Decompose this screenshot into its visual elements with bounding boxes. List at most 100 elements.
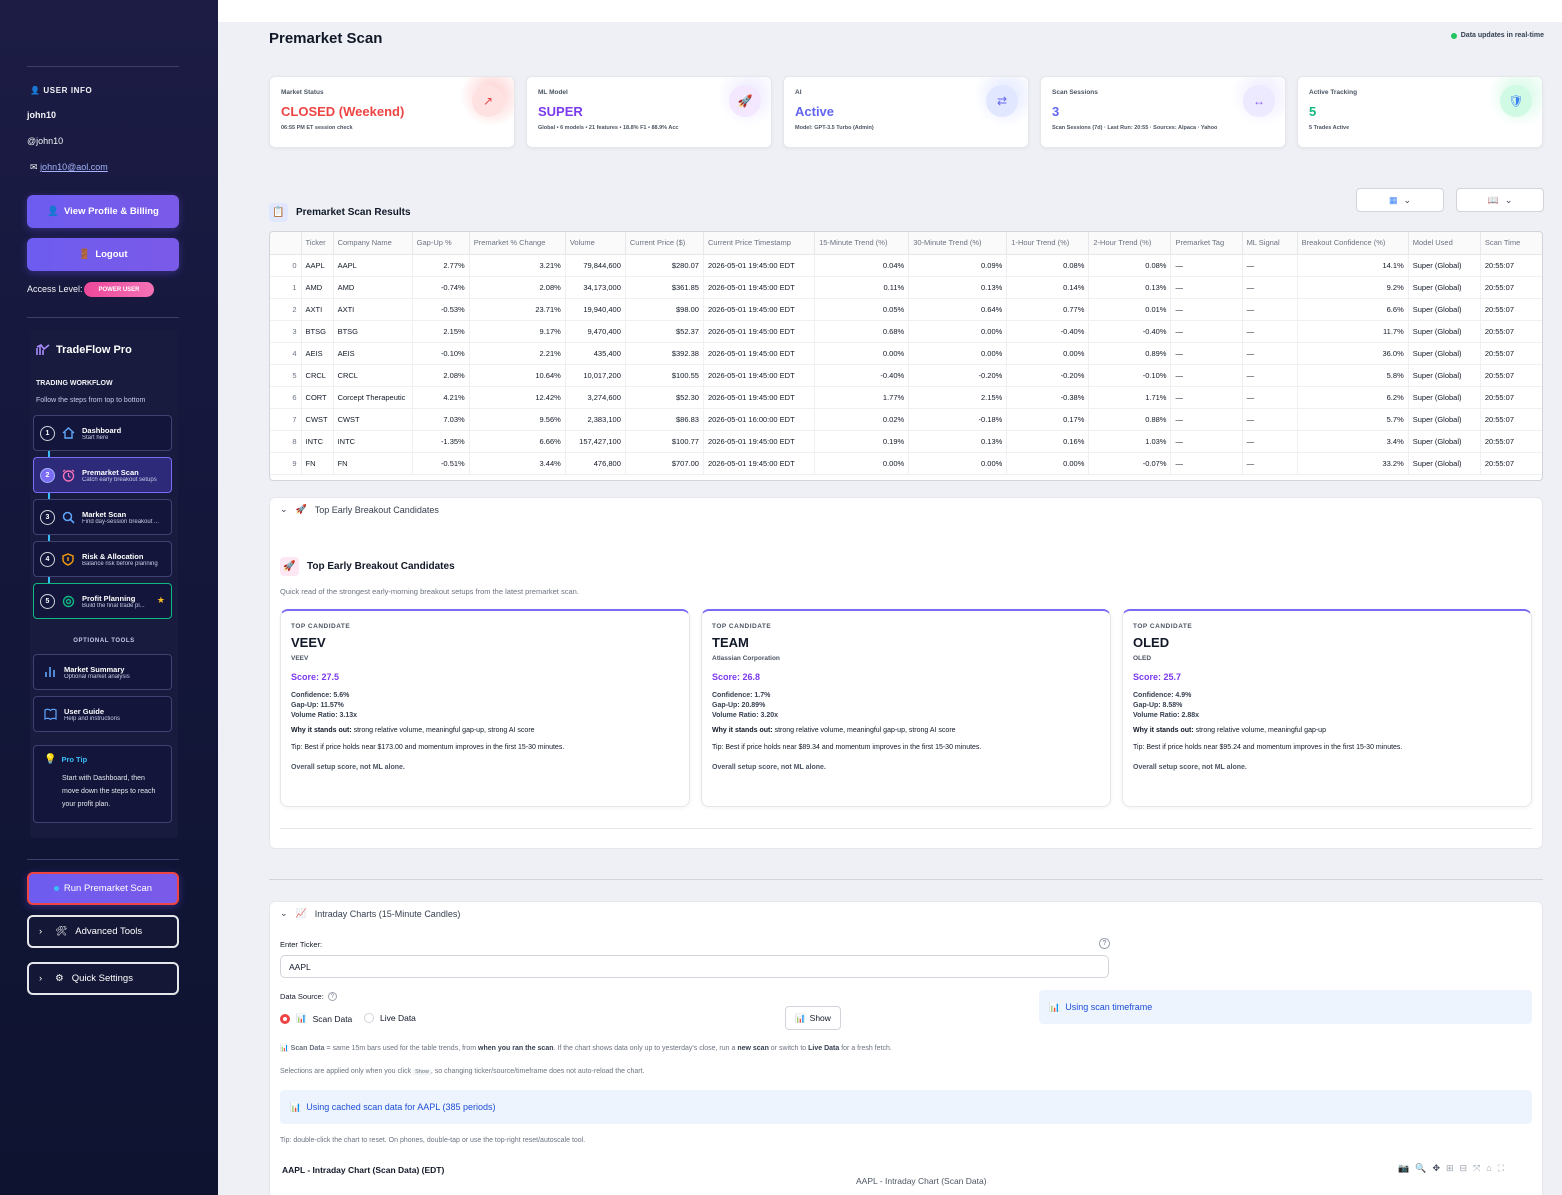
note-text: , so changing ticker/source/timeframe do… [430, 1068, 645, 1075]
table-cell: $52.30 [625, 386, 704, 409]
results-table[interactable]: Ticker Company Name Gap-Up % Premarket % Ch… [269, 231, 1543, 481]
table-cell: FN [333, 452, 413, 475]
column-header[interactable]: 1-Hour Trend (%) [1006, 232, 1090, 255]
candidates-subtitle: Quick read of the strongest early-mornin… [280, 587, 579, 596]
scan-data-note: 📊 Scan Data = same 15m bars used for the… [280, 1044, 892, 1052]
column-header[interactable]: Volume [565, 232, 626, 255]
results-heading: 📋 Premarket Scan Results [269, 203, 411, 222]
column-header[interactable] [270, 232, 302, 255]
logout-button[interactable]: 🚪 Logout [27, 238, 179, 271]
table-row[interactable]: 6 CORT Corcept Therapeutic 4.21% 12.42% 3,274… [270, 386, 1542, 409]
timeframe-info-text: Using scan timeframe [1065, 1002, 1153, 1012]
scan-data-radio[interactable]: 📊 Scan Data [280, 1013, 352, 1024]
zoom-out-icon[interactable]: ⊟ [1459, 1163, 1468, 1173]
candidates-expander-toggle[interactable]: ⌄ 🚀 Top Early Breakout Candidates [280, 504, 439, 515]
column-header[interactable]: Scan Time [1480, 232, 1542, 255]
table-row[interactable]: 5 CRCL CRCL 2.08% 10.64% 10,017,200 $100.55 202… [270, 364, 1542, 387]
candidate-name: VEEV [291, 655, 309, 662]
optional-market-summary[interactable]: Market Summary Optional market analysis [33, 654, 172, 690]
user-email-link[interactable]: john10@aol.com [40, 162, 108, 172]
step-label: Premarket Scan [82, 467, 139, 477]
step-premarket-scan[interactable]: 2 Premarket Scan Catch early breakout set… [33, 457, 172, 493]
zoom-in-icon[interactable]: ⊞ [1445, 1163, 1454, 1173]
help-icon[interactable]: ? [327, 992, 337, 1001]
table-cell: Super (Global) [1408, 254, 1481, 277]
table-row[interactable]: 0 AAPL AAPL 2.77% 3.21% 79,844,600 $280.07 2026… [270, 254, 1542, 277]
column-header[interactable]: Breakout Confidence (%) [1297, 232, 1409, 255]
note-text: Selections are applied only when you cli… [280, 1068, 414, 1075]
table-row[interactable]: 8 INTC INTC -1.35% 6.66% 157,427,100 $100.77 20… [270, 430, 1542, 453]
advanced-tools-label: Advanced Tools [75, 926, 143, 937]
column-header[interactable]: 2-Hour Trend (%) [1088, 232, 1172, 255]
table-cell: AXTI [301, 298, 334, 321]
table-cell: -0.74% [412, 276, 470, 299]
view-profile-button[interactable]: 👤 View Profile & Billing [27, 195, 179, 228]
column-header[interactable]: ML Signal [1242, 232, 1298, 255]
table-row[interactable]: 3 BTSG BTSG 2.15% 9.17% 9,470,400 $52.37 2026-0… [270, 320, 1542, 343]
table-cell: 20:55:07 [1480, 430, 1542, 453]
table-cell: $86.83 [625, 408, 704, 431]
step-profit-planning[interactable]: 5 Profit Planning Build the final trade p… [33, 583, 172, 619]
column-header[interactable]: Ticker [301, 232, 334, 255]
run-premarket-scan-button[interactable]: Run Premarket Scan [27, 872, 179, 905]
column-header[interactable]: Current Price Timestamp [703, 232, 816, 255]
candidate-score: Score: 26.8 [712, 672, 761, 682]
user-icon: 👤 [30, 86, 41, 95]
realtime-label: Data updates in real-time [1460, 32, 1544, 39]
ticker-input[interactable]: AAPL [280, 955, 1109, 978]
column-header[interactable]: Gap-Up % [412, 232, 470, 255]
optional-user-guide[interactable]: User Guide Help and instructions [33, 696, 172, 732]
home-icon[interactable]: ⌂ [1486, 1163, 1492, 1173]
step-risk-allocation[interactable]: 4 Risk & Allocation Balance risk before p… [33, 541, 172, 577]
column-header[interactable]: Premarket % Change [469, 232, 566, 255]
show-button-label: Show [809, 1013, 831, 1023]
advanced-tools-expander[interactable]: › 🛠 Advanced Tools [27, 915, 179, 948]
step-desc: Catch early breakout setups [82, 476, 157, 483]
column-header[interactable]: Company Name [333, 232, 413, 255]
live-data-radio[interactable]: Live Data [364, 1013, 416, 1023]
book-view-selector[interactable]: 📖 ⌄ [1456, 188, 1544, 212]
column-header[interactable]: Premarket Tag [1170, 232, 1243, 255]
table-row[interactable]: 2 AXTI AXTI -0.53% 23.71% 19,940,400 $98.00 202… [270, 298, 1542, 321]
fullscreen-icon[interactable]: ⛶ [1497, 1163, 1505, 1173]
candidate-gap: Gap-Up: 20.89% [712, 702, 766, 709]
chevron-down-icon: ⌄ [280, 504, 288, 514]
table-cell: 2026-05-01 19:45:00 EDT [703, 342, 816, 365]
zoom-icon[interactable]: 🔍 [1415, 1163, 1427, 1173]
grid-view-selector[interactable]: ▦ ⌄ [1356, 188, 1444, 212]
camera-icon[interactable]: 📷 [1398, 1163, 1410, 1173]
note-bold: when you ran the scan [478, 1045, 554, 1052]
bar-chart-icon [42, 664, 58, 680]
column-header[interactable]: Model Used [1408, 232, 1481, 255]
candidate-tag: TOP CANDIDATE [1133, 623, 1193, 630]
chart-toolbar: 📷 🔍 ✥ ⊞ ⊟ ⤧ ⌂ ⛶ [1398, 1163, 1504, 1174]
table-cell: Super (Global) [1408, 276, 1481, 299]
table-cell: — [1242, 298, 1298, 321]
table-row[interactable]: 4 AEIS AEIS -0.10% 2.21% 435,400 $392.38 2026-0… [270, 342, 1542, 365]
table-cell: 79,844,600 [565, 254, 626, 277]
column-header[interactable]: 30-Minute Trend (%) [908, 232, 1008, 255]
sidebar: 👤 USER INFO john10 @john10 ✉ john10@aol.… [0, 0, 218, 1195]
table-cell: $100.55 [625, 364, 704, 387]
card-sub: Model: GPT-3.5 Turbo (Admin) [795, 125, 874, 131]
show-button[interactable]: 📊 Show [785, 1006, 841, 1030]
table-cell: -0.53% [412, 298, 470, 321]
table-cell: — [1170, 386, 1243, 409]
step-label: Profit Planning [82, 593, 136, 603]
step-market-scan[interactable]: 3 Market Scan Find day-session breakout .… [33, 499, 172, 535]
scan-data-option-label: Scan Data [312, 1013, 353, 1024]
step-dashboard[interactable]: 1 Dashboard Start here [33, 415, 172, 451]
table-cell: 0.00% [1006, 342, 1090, 365]
quick-settings-expander[interactable]: › ⚙ Quick Settings [27, 962, 179, 995]
note-bold: Live Data [808, 1045, 840, 1052]
table-row[interactable]: 9 FN FN -0.51% 3.44% 476,800 $707.00 2026-05-01… [270, 452, 1542, 475]
autoscale-icon[interactable]: ⤧ [1473, 1163, 1481, 1173]
help-icon[interactable]: ? [1099, 938, 1110, 949]
table-row[interactable]: 7 CWST CWST 7.03% 9.56% 2,383,100 $86.83 2026-0… [270, 408, 1542, 431]
table-row[interactable]: 1 AMD AMD -0.74% 2.08% 34,173,000 $361.85 2026-… [270, 276, 1542, 299]
table-cell: 0.89% [1088, 342, 1172, 365]
column-header[interactable]: Current Price ($) [625, 232, 704, 255]
column-header[interactable]: 15-Minute Trend (%) [814, 232, 910, 255]
intraday-expander-toggle[interactable]: ⌄ 📈 Intraday Charts (15-Minute Candles) [280, 908, 460, 919]
pan-icon[interactable]: ✥ [1432, 1163, 1440, 1173]
